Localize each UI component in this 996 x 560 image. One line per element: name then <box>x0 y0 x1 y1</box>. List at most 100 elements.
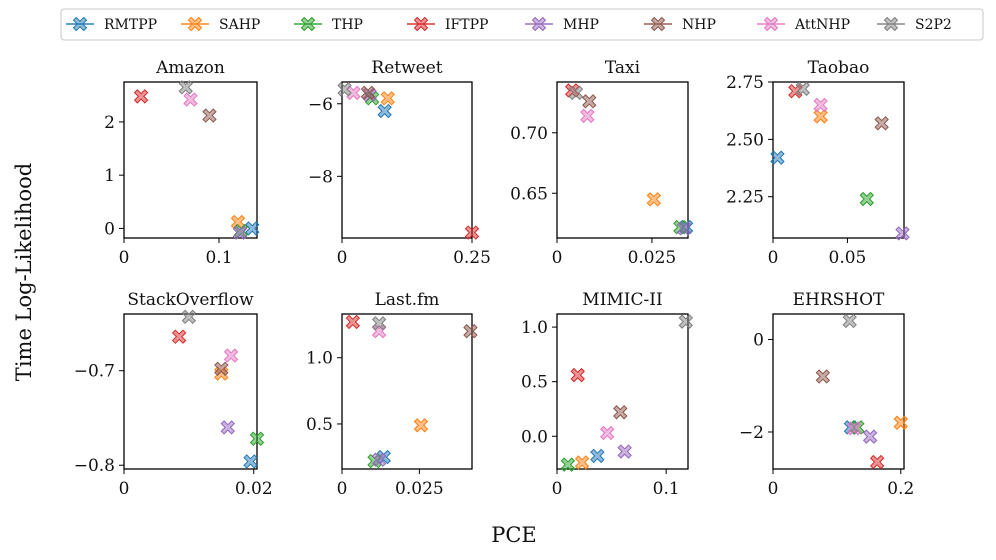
panel-ehrshot: EHRSHOT 0 0.2 0 −2 <box>739 290 914 499</box>
legend-marker <box>883 16 899 32</box>
y-tick-label: 1.0 <box>306 349 333 369</box>
point-thp <box>560 457 576 472</box>
point-attnhp <box>813 97 828 113</box>
y-tick-label: 0.65 <box>510 184 548 204</box>
point-sahp <box>646 192 662 207</box>
panel-title: StackOverflow <box>127 290 254 310</box>
plot-frame <box>341 81 473 239</box>
point-sahp <box>574 455 590 470</box>
x-tick-label: 0 <box>552 248 563 268</box>
legend-label: THP <box>332 17 363 33</box>
legend-frame <box>60 8 984 41</box>
point-s2p2 <box>568 85 584 101</box>
x-tick-label: 0.025 <box>628 248 677 268</box>
plot-frame <box>556 81 689 239</box>
point-nhp <box>463 324 478 339</box>
point-iftpp <box>570 367 585 383</box>
panel-title: Taobao <box>808 58 870 78</box>
legend-entry-nhp: NHP <box>644 16 716 33</box>
legend-entry-mhp: MHP <box>525 16 599 33</box>
point-s2p2 <box>678 314 694 329</box>
y-tick-label: −2 <box>739 423 764 443</box>
point-s2p2 <box>371 316 387 331</box>
legend-label: MHP <box>563 17 599 33</box>
point-attnhp <box>600 425 615 441</box>
y-axis-label: Time Log-Likelihood <box>12 163 36 381</box>
legend-label: IFTPP <box>445 17 488 33</box>
point-nhp <box>874 116 889 131</box>
point-nhp <box>202 108 217 123</box>
y-tick-label: 2.50 <box>726 130 764 150</box>
point-s2p2 <box>337 82 352 97</box>
point-nhp <box>214 361 229 377</box>
x-tick-label: 0.2 <box>887 479 914 499</box>
x-tick-label: 0 <box>768 248 779 268</box>
point-attnhp <box>223 348 239 363</box>
legend-entry-attnhp: AttNHP <box>757 16 850 33</box>
point-mhp <box>617 444 632 459</box>
x-tick-label: 0.25 <box>453 248 491 268</box>
point-mhp <box>371 452 387 467</box>
y-tick-label: 1 <box>104 166 115 186</box>
point-thp <box>249 431 265 446</box>
legend-entry-thp: THP <box>294 16 363 33</box>
point-nhp <box>613 405 628 420</box>
panel-title: Amazon <box>155 58 225 78</box>
legend-marker <box>650 16 666 32</box>
legend-entry-s2p2: S2P2 <box>877 16 952 33</box>
legend-marker <box>187 16 203 32</box>
point-mhp <box>232 225 248 240</box>
legend-entry-rmtpp: RMTPP <box>66 16 157 33</box>
y-tick-label: −6 <box>308 95 333 115</box>
y-tick-label: −0.8 <box>74 456 115 476</box>
legend-marker <box>763 16 779 32</box>
panel-title: MIMIC-II <box>582 290 662 310</box>
y-tick-label: 0.0 <box>521 427 548 447</box>
x-tick-label: 0 <box>768 479 779 499</box>
x-tick-label: 0 <box>337 248 348 268</box>
panel-title: EHRSHOT <box>793 290 885 310</box>
y-tick-label: 0 <box>104 219 115 239</box>
point-sahp <box>893 415 909 430</box>
panel-title: Taxi <box>605 58 641 78</box>
y-tick-label: 0.5 <box>521 373 548 393</box>
legend: RMTPP SAHP THP IFTPP MHP NHP AttNHP S2P2 <box>60 8 984 41</box>
point-nhp <box>360 85 376 101</box>
legend-label: S2P2 <box>915 17 952 33</box>
point-mhp <box>220 420 236 435</box>
legend-marker <box>413 16 429 32</box>
legend-marker <box>531 16 547 32</box>
point-attnhp <box>846 421 862 436</box>
legend-label: SAHP <box>219 17 260 33</box>
legend-label: NHP <box>682 17 716 33</box>
x-tick-label: 0.1 <box>653 479 680 499</box>
point-sahp <box>380 91 395 106</box>
point-s2p2 <box>181 309 197 325</box>
legend-label: RMTPP <box>104 17 157 33</box>
point-iftpp <box>133 89 149 104</box>
panel-stackoverflow: StackOverflow 0 0.02 −0.7 −0.8 <box>74 290 273 499</box>
y-tick-label: 0.5 <box>306 415 333 435</box>
legend-marker <box>300 16 316 32</box>
x-tick-label: 0 <box>119 479 130 499</box>
y-tick-label: 2.25 <box>726 188 764 208</box>
y-tick-label: −0.7 <box>74 362 115 382</box>
point-thp <box>859 191 874 207</box>
panel-mimic-ii: MIMIC-II 0 0.1 1.0 0.5 0.0 <box>521 290 694 499</box>
legend-label: AttNHP <box>794 17 850 33</box>
x-tick-label: 0.05 <box>829 248 867 268</box>
point-nhp <box>582 94 597 109</box>
point-mhp <box>895 226 910 241</box>
panel-retweet: Retweet 0 0.25 −6 −8 <box>308 58 491 268</box>
point-s2p2 <box>842 313 857 329</box>
point-sahp <box>413 418 429 433</box>
y-tick-label: −8 <box>308 167 333 187</box>
legend-entry-iftpp: IFTPP <box>407 16 488 33</box>
point-rmtpp <box>245 221 260 236</box>
y-tick-label: 2 <box>104 113 115 133</box>
point-nhp <box>815 369 831 384</box>
panel-taxi: Taxi 0 0.025 0.70 0.65 <box>510 58 694 268</box>
point-attnhp <box>580 108 595 124</box>
point-s2p2 <box>795 81 810 97</box>
plot-frame <box>772 81 905 239</box>
